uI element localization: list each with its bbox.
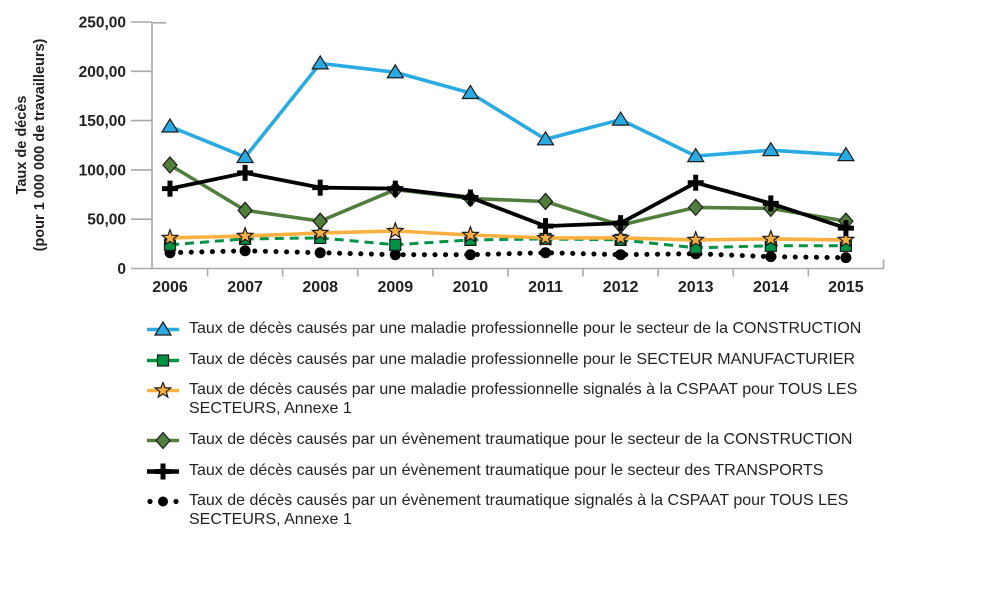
y-axis-tick-labels: 250,00 200,00 150,00 100,00 50,00 0 [79,15,126,279]
svg-text:(pour 1 000 000 de travailleur: (pour 1 000 000 de travailleurs) [32,38,48,251]
svg-text:2006: 2006 [152,279,188,296]
y-axis-title: Taux de décès (pour 1 000 000 de travaill… [14,38,48,251]
legend-item: Taux de décès causés par un évènement tr… [146,462,982,481]
svg-text:50,00: 50,00 [87,212,126,229]
svg-text:2014: 2014 [753,279,789,296]
svg-text:200,00: 200,00 [79,64,126,81]
svg-text:2015: 2015 [828,279,864,296]
axes [131,21,885,277]
legend-label: Taux de décès causés par une maladie pro… [189,381,858,418]
legend-item: Taux de décès causés par une maladie pro… [146,381,982,418]
legend-marker-dotted-icon [147,496,179,507]
legend-label: Taux de décès causés par une maladie pro… [189,350,856,368]
series-3 [162,156,854,235]
x-axis-tick-labels: 2006 2007 2008 2009 2010 2011 2012 2013 2014 2015 [152,279,864,296]
series-0 [160,54,855,164]
svg-text:250,00: 250,00 [79,15,126,32]
svg-text:100,00: 100,00 [79,162,126,179]
legend-label: Taux de décès causés par une maladie pro… [189,320,862,337]
svg-text:2008: 2008 [302,279,338,296]
legend-label: Taux de décès causés par un évènement tr… [189,430,853,448]
legend-marker-star-icon [147,382,179,399]
svg-text:2010: 2010 [453,279,489,296]
legend-item: Taux de décès causés par un évènement tr… [146,431,982,450]
legend-label: Taux de décès causés par un évènement tr… [189,461,824,479]
svg-text:2013: 2013 [678,279,714,296]
legend-marker-triangle-icon [147,321,179,336]
legend: Taux de décès causés par une maladie pro… [146,320,982,542]
series-5 [164,245,852,264]
svg-text:0: 0 [117,261,126,278]
legend-item: Taux de décès causés par un évènement tr… [146,492,982,529]
svg-text:150,00: 150,00 [79,113,126,130]
series-2 [160,221,856,248]
svg-text:Taux de décès: Taux de décès [14,96,30,195]
svg-text:2007: 2007 [227,279,263,296]
fatality-rates-line-chart: 250,00 200,00 150,00 100,00 50,00 0 2006 2007 20… [14,15,885,296]
legend-label: Taux de décès causés par un évènement tr… [189,492,849,529]
legend-marker-diamond-icon [147,431,179,449]
svg-text:2009: 2009 [378,279,414,296]
series-4 [162,164,854,237]
svg-text:2011: 2011 [528,279,563,296]
legend-marker-square-icon [147,354,179,367]
legend-item: Taux de décès causés par une maladie pro… [146,320,982,339]
svg-text:2012: 2012 [603,279,639,296]
legend-item: Taux de décès causés par une maladie pro… [146,351,982,370]
legend-marker-plus-icon [147,463,179,480]
